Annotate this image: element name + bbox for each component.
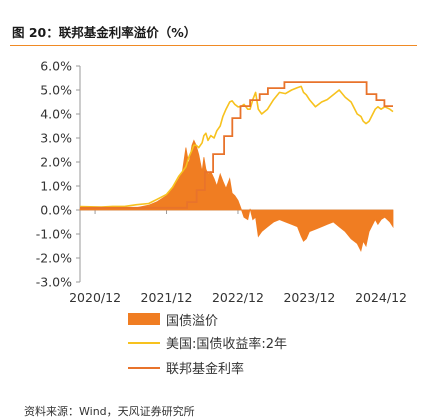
legend-label: 国债溢价 [166, 314, 218, 329]
x-tick-label: 2020/12 [69, 290, 121, 305]
y-tick-label: 1.0% [40, 179, 72, 194]
y-tick-label: -1.0% [36, 227, 72, 242]
x-tick-label: 2023/12 [283, 290, 335, 305]
title-underline [10, 45, 417, 46]
x-tick-label: 2022/12 [212, 290, 264, 305]
legend-swatch-premium [128, 313, 160, 325]
y-tick-label: -3.0% [36, 275, 72, 290]
chart-title: 图 20：联邦基金利率溢价（%） [12, 25, 197, 40]
premium-area [79, 139, 394, 252]
fed-funds-rate-line [80, 81, 393, 209]
treasury-2y-line [79, 85, 394, 208]
y-tick-label: 0.0% [40, 203, 72, 218]
x-tick-label: 2021/12 [141, 290, 193, 305]
y-tick-label: 5.0% [40, 83, 72, 98]
y-tick-label: -2.0% [36, 251, 72, 266]
x-tick-label: 2024/12 [355, 290, 407, 305]
y-axis: 6.0% 5.0% 4.0% 3.0% 2.0% 1.0% 0.0% -1.0% -2.0% -3… [36, 59, 81, 290]
y-tick-label: 2.0% [40, 155, 72, 170]
source-note: 资料来源：Wind，天风证券研究所 [24, 405, 195, 418]
y-tick-label: 4.0% [40, 107, 72, 122]
series-layer [79, 81, 394, 252]
legend-label: 联邦基金利率 [166, 361, 244, 377]
legend-label: 美国:国债收益率:2年 [166, 336, 287, 352]
fed-funds-premium-chart: 6.0% 5.0% 4.0% 3.0% 2.0% 1.0% 0.0% -1.0% -2.0% -3… [36, 59, 407, 378]
y-tick-label: 3.0% [40, 131, 72, 146]
y-tick-label: 6.0% [40, 59, 72, 74]
